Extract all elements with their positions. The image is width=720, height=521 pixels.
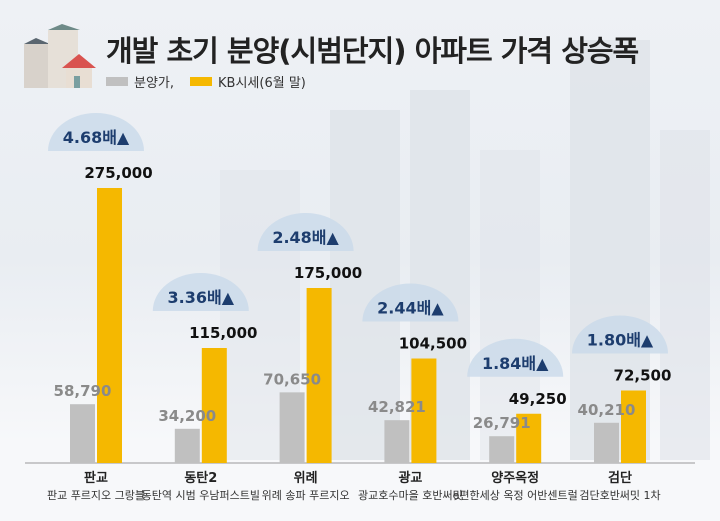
multiplier-label: 3.36배▲ xyxy=(168,288,235,307)
bar-kb xyxy=(201,348,227,463)
building-logo-icon xyxy=(24,24,96,88)
category-label: 양주옥정 xyxy=(491,470,539,486)
legend-label-presale: 분양가, xyxy=(134,76,175,91)
multiplier-label: 2.48배▲ xyxy=(272,228,339,247)
bar-presale xyxy=(70,404,95,463)
data-label-kb: 72,500 xyxy=(614,367,672,385)
multiplier-label: 1.80배▲ xyxy=(587,331,654,350)
subcategory-label: 판교 푸르지오 그랑블 xyxy=(47,489,145,502)
data-label-presale: 40,210 xyxy=(578,401,636,419)
data-label-presale: 34,200 xyxy=(158,407,216,425)
multiplier-label: 1.84배▲ xyxy=(482,354,549,373)
subcategory-label: 광교호수마을 호반써밋 xyxy=(358,489,463,502)
category-label: 판교 xyxy=(84,470,108,486)
subcategory-label: e편한세상 옥정 어반센트럴 xyxy=(453,489,578,502)
multiplier-bubble xyxy=(48,113,144,151)
bar-kb xyxy=(516,413,542,463)
subcategory-label: 동탄역 시범 우남퍼스트빌 xyxy=(142,489,260,502)
category-label: 위례 xyxy=(294,470,318,486)
multiplier-label: 4.68배▲ xyxy=(63,128,130,147)
subcategory-label: 위례 송파 푸르지오 xyxy=(262,489,350,502)
data-label-presale: 26,791 xyxy=(473,414,531,432)
legend-swatch-kb xyxy=(190,77,213,86)
data-label-presale: 58,790 xyxy=(54,382,112,400)
bar-kb xyxy=(306,288,332,463)
chart-title: 개발 초기 분양(시범단지) 아파트 가격 상승폭 xyxy=(106,34,639,68)
multiplier-bubble xyxy=(362,283,459,322)
bar-kb xyxy=(97,188,122,463)
data-label-presale: 42,821 xyxy=(368,398,426,416)
bar-presale xyxy=(384,420,410,463)
category-label: 검단 xyxy=(608,470,632,486)
data-label-presale: 70,650 xyxy=(263,370,321,388)
data-label-kb: 104,500 xyxy=(399,335,467,353)
legend: 분양가, KB시세(6월 말) xyxy=(106,72,306,91)
bar-kb xyxy=(411,358,437,463)
bar-kb xyxy=(621,390,646,463)
data-label-kb: 175,000 xyxy=(294,264,362,282)
data-label-kb: 49,250 xyxy=(509,390,567,408)
multiplier-bubble xyxy=(257,213,354,251)
category-label: 동탄2 xyxy=(184,470,217,486)
multiplier-bubble xyxy=(152,273,249,311)
multiplier-label: 2.44배▲ xyxy=(377,299,444,318)
legend-label-kb: KB시세(6월 말) xyxy=(218,76,306,91)
bar-presale xyxy=(174,428,200,463)
multiplier-bubble xyxy=(572,315,668,354)
bar-presale xyxy=(279,392,305,463)
legend-swatch-presale xyxy=(106,77,128,86)
data-label-kb: 115,000 xyxy=(189,324,257,342)
bar-presale xyxy=(594,422,619,463)
subcategory-label: 검단호반써밋 1차 xyxy=(579,489,660,502)
multiplier-bubble xyxy=(467,338,564,377)
bar-presale xyxy=(489,436,515,463)
category-label: 광교 xyxy=(398,471,422,486)
data-label-kb: 275,000 xyxy=(84,164,152,182)
